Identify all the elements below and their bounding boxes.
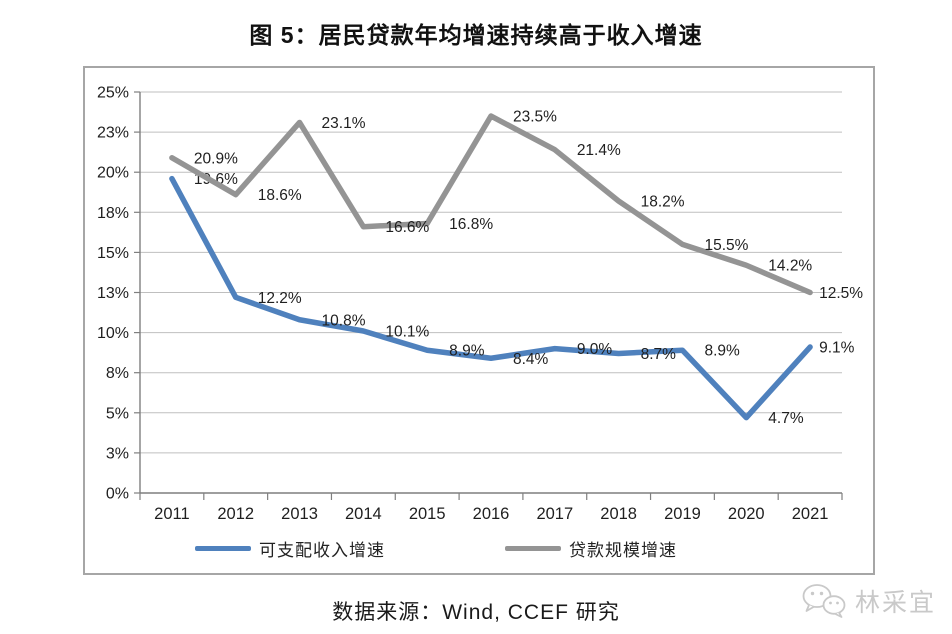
legend-swatch <box>505 546 561 551</box>
data-label: 9.1% <box>819 340 855 357</box>
x-tick-label: 2017 <box>536 505 573 523</box>
data-label: 15.5% <box>704 237 748 254</box>
y-tick-label: 8% <box>106 365 129 382</box>
watermark: 林采宜 <box>800 582 936 620</box>
data-label: 21.4% <box>577 142 621 159</box>
x-tick-label: 2015 <box>409 505 446 523</box>
wechat-icon <box>800 582 848 620</box>
x-tick-label: 2018 <box>600 505 637 523</box>
data-label: 23.5% <box>513 109 557 126</box>
y-tick-label: 10% <box>97 325 129 342</box>
data-label: 10.8% <box>322 312 366 329</box>
legend-item-0: 可支配收入增速 <box>195 536 385 561</box>
data-label: 10.1% <box>385 323 429 340</box>
data-label: 18.2% <box>641 194 685 211</box>
x-tick-label: 2011 <box>154 505 189 523</box>
data-label: 16.6% <box>385 219 429 236</box>
data-label: 18.6% <box>258 187 302 204</box>
y-tick-label: 15% <box>97 245 129 262</box>
data-label: 20.9% <box>194 150 238 167</box>
x-tick-label: 2021 <box>792 505 829 523</box>
data-label: 16.8% <box>449 216 493 233</box>
series-line-0 <box>169 175 813 421</box>
data-label: 14.2% <box>768 258 812 275</box>
legend-item-1: 贷款规模增速 <box>505 536 677 561</box>
watermark-text: 林采宜 <box>854 589 936 617</box>
data-label: 12.2% <box>258 290 302 307</box>
y-tick-label: 20% <box>97 165 129 182</box>
y-tick-label: 23% <box>97 125 129 142</box>
chart-legend: 可支配收入增速 贷款规模增速 <box>85 536 787 561</box>
legend-swatch <box>195 546 251 551</box>
x-tick-label: 2013 <box>281 505 318 523</box>
x-tick-label: 2014 <box>345 505 382 523</box>
data-label: 8.9% <box>704 343 740 360</box>
data-label: 23.1% <box>322 115 366 132</box>
x-tick-label: 2012 <box>217 505 254 523</box>
x-tick-label: 2016 <box>473 505 510 523</box>
series-line-1 <box>169 113 813 296</box>
y-tick-label: 5% <box>106 405 129 422</box>
legend-label: 贷款规模增速 <box>569 541 677 560</box>
x-tick-label: 2020 <box>728 505 765 523</box>
y-tick-label: 25% <box>97 85 129 102</box>
y-tick-label: 18% <box>97 205 129 222</box>
data-label: 4.7% <box>768 410 804 427</box>
y-tick-label: 3% <box>106 445 129 462</box>
data-label: 8.4% <box>513 351 549 368</box>
data-source: 数据来源：Wind, CCEF 研究 <box>332 601 620 624</box>
line-chart: 0% 3% 5% 8% 10% 13% 15% 18% 20% 23% 25% 2011 2012 201… <box>97 85 863 524</box>
legend-label: 可支配收入增速 <box>259 541 385 560</box>
figure-title: 图 5：居民贷款年均增速持续高于收入增速 <box>249 22 703 48</box>
data-label: 8.9% <box>449 343 485 360</box>
data-label: 9.0% <box>577 341 613 358</box>
chart-container: 0% 3% 5% 8% 10% 13% 15% 18% 20% 23% 25% 2011 2012 201… <box>83 66 875 575</box>
data-label: 12.5% <box>819 285 863 302</box>
data-label: 8.7% <box>641 346 677 363</box>
y-tick-label: 13% <box>97 285 129 302</box>
y-tick-label: 0% <box>106 486 129 503</box>
x-tick-label: 2019 <box>664 505 701 523</box>
